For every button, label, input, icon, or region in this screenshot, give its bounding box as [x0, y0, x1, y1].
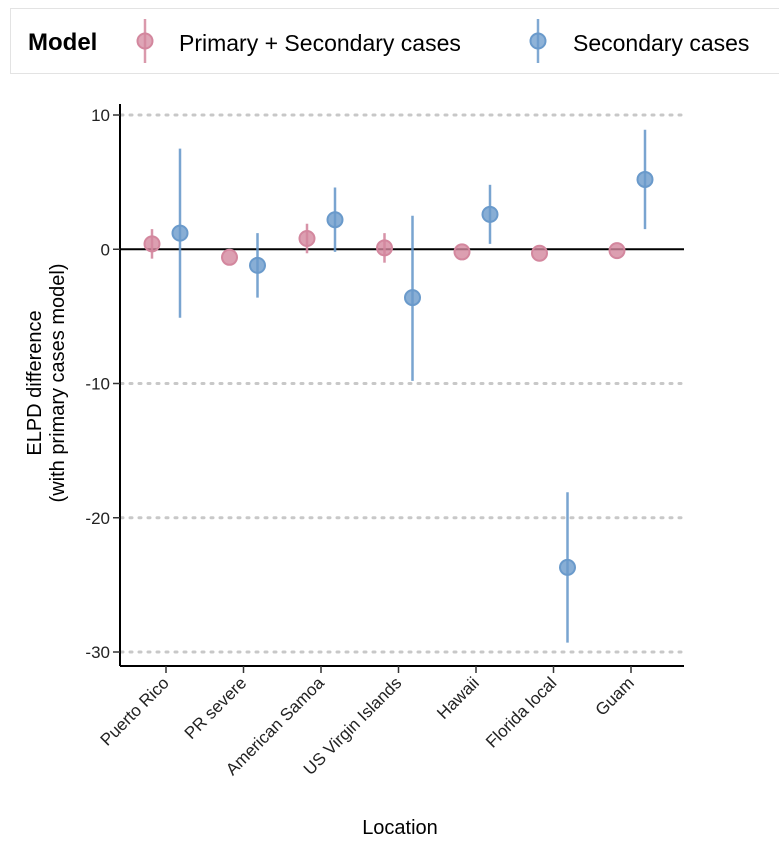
data-point [171, 224, 189, 242]
data-point [143, 235, 161, 253]
x-tick-label: PR severe [181, 673, 251, 743]
data-point [249, 256, 266, 274]
legend-title: Model [28, 29, 98, 56]
x-tick-label: Hawaii [433, 673, 483, 723]
data-point [636, 170, 654, 188]
y-tick-label: -10 [85, 375, 110, 394]
y-axis-title-line2: (with primary cases model) [47, 264, 69, 503]
x-tick-label: Puerto Rico [97, 673, 173, 749]
data-series [143, 129, 654, 643]
data-point [453, 243, 471, 261]
data-point [481, 205, 499, 223]
legend: Model Primary + Secondary cases Secondar… [10, 8, 779, 74]
legend-key-primary-secondary [136, 19, 154, 63]
data-point [326, 211, 344, 229]
data-point [531, 244, 548, 262]
data-point [608, 242, 626, 260]
y-axis-title-line1: ELPD difference [24, 310, 46, 455]
data-point [559, 558, 576, 576]
y-tick-label: -30 [85, 643, 110, 662]
axes [113, 104, 684, 673]
data-point [298, 230, 316, 248]
x-tick-label: Florida local [482, 673, 560, 751]
y-tick-label: 0 [101, 240, 110, 259]
data-point [376, 239, 393, 257]
x-tick-label: Guam [592, 673, 638, 719]
legend-label-secondary: Secondary cases [573, 30, 750, 56]
legend-key-secondary [529, 19, 547, 63]
y-tick-label: -20 [85, 509, 110, 528]
data-point [404, 289, 421, 307]
legend-key-dot [529, 32, 547, 50]
gridlines [119, 113, 686, 654]
legend-label-primary-secondary: Primary + Secondary cases [179, 30, 461, 56]
legend-key-dot [136, 32, 154, 50]
y-tick-label: 10 [91, 106, 110, 125]
data-point [221, 248, 238, 266]
x-axis-title: Location [362, 817, 438, 839]
